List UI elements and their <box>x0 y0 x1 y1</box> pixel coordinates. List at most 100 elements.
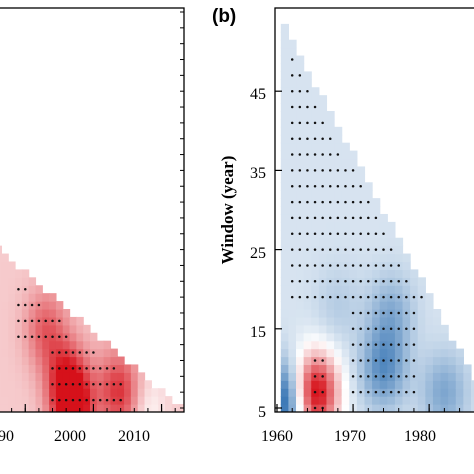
significance-dot <box>397 311 400 315</box>
heatmap-cell <box>280 71 290 80</box>
heatmap-cell <box>318 190 328 199</box>
heatmap-cell <box>364 301 373 310</box>
panel-b-y-tick-label: 15 <box>250 324 266 341</box>
heatmap-cell <box>417 332 426 342</box>
significance-dot <box>374 232 378 236</box>
heatmap-cell <box>402 316 411 326</box>
heatmap-cell <box>288 206 297 215</box>
heatmap-cell <box>288 324 297 334</box>
significance-dot <box>329 153 332 156</box>
heatmap-cell <box>387 285 396 294</box>
panel-a-x-tick-label: 2000 <box>54 428 86 445</box>
significance-dot <box>336 280 340 283</box>
heatmap-cell <box>124 404 132 412</box>
significance-dot <box>321 200 324 204</box>
significance-dot <box>290 200 294 204</box>
heatmap-cell <box>280 150 290 160</box>
panel-a-x-tick-label: 2010 <box>118 428 150 445</box>
significance-dot <box>290 264 294 267</box>
significance-dot <box>382 375 385 378</box>
heatmap-cell <box>35 388 43 397</box>
heatmap-cell <box>470 404 474 412</box>
significance-dot <box>321 248 324 251</box>
heatmap-cell <box>334 158 343 168</box>
heatmap-cell <box>15 356 23 366</box>
heatmap-cell <box>83 404 91 412</box>
heatmap-cell <box>1 364 9 373</box>
heatmap-cell <box>402 269 411 278</box>
heatmap-cell <box>21 277 30 286</box>
heatmap-cell <box>1 309 9 318</box>
heatmap-cell <box>280 309 290 318</box>
heatmap-cell <box>364 348 373 358</box>
heatmap-cell <box>410 396 419 405</box>
heatmap-cell <box>15 380 23 389</box>
significance-dot <box>24 335 27 338</box>
heatmap-cell <box>124 380 132 389</box>
heatmap-cell <box>341 285 350 294</box>
heatmap-cell <box>21 380 30 389</box>
heatmap-cell <box>42 348 50 358</box>
heatmap-cell <box>326 388 335 397</box>
heatmap-cell <box>1 285 9 294</box>
heatmap-cell <box>318 332 328 342</box>
significance-dot <box>112 382 116 386</box>
heatmap-cell <box>15 348 23 358</box>
significance-dot <box>298 200 302 204</box>
heatmap-cell <box>379 316 388 326</box>
significance-dot <box>374 390 378 394</box>
heatmap-cell <box>402 261 411 270</box>
heatmap-cell <box>1 332 9 342</box>
significance-dot <box>359 311 362 315</box>
significance-dot <box>329 232 332 236</box>
heatmap-cell <box>15 340 23 350</box>
heatmap-cell <box>103 348 112 358</box>
heatmap-cell <box>280 356 290 366</box>
heatmap-cell <box>326 158 335 168</box>
heatmap-cell <box>296 111 305 120</box>
heatmap-cell <box>402 404 411 412</box>
heatmap-cell <box>288 158 297 168</box>
heatmap-cell <box>296 221 305 231</box>
significance-dot <box>412 359 416 362</box>
heatmap-cell <box>69 356 77 366</box>
significance-dot <box>298 280 302 283</box>
significance-dot <box>58 382 61 386</box>
heatmap-cell <box>62 309 71 318</box>
significance-dot <box>64 398 68 402</box>
heatmap-cell <box>372 301 381 310</box>
heatmap-cell <box>296 285 305 294</box>
heatmap-cell <box>356 301 366 310</box>
significance-dot <box>290 232 294 236</box>
heatmap-cell <box>387 380 396 389</box>
significance-dot <box>389 248 393 251</box>
heatmap-cell <box>387 269 396 278</box>
heatmap-cell <box>8 309 16 318</box>
heatmap-cell <box>288 190 297 199</box>
significance-dot <box>389 343 393 346</box>
significance-dot <box>78 398 82 402</box>
significance-dot <box>51 335 54 338</box>
heatmap-cell <box>303 142 312 152</box>
heatmap-cell <box>448 372 457 381</box>
heatmap-cell <box>356 348 366 358</box>
significance-dot <box>367 200 370 204</box>
heatmap-cell <box>425 364 434 373</box>
significance-dot <box>351 390 355 394</box>
heatmap-cell <box>341 372 350 381</box>
heatmap-cell <box>318 237 328 247</box>
heatmap-cell <box>448 396 457 405</box>
heatmap-cell <box>83 372 91 381</box>
heatmap-cell <box>356 396 366 405</box>
heatmap-cell <box>55 356 64 366</box>
heatmap-cell <box>417 348 426 358</box>
heatmap-cell <box>280 95 290 104</box>
heatmap-cell <box>417 380 426 389</box>
significance-dot <box>336 153 340 156</box>
heatmap-cell <box>311 309 320 318</box>
heatmap-cell <box>76 316 84 326</box>
significance-dot <box>329 264 332 267</box>
heatmap-cell <box>28 404 37 412</box>
heatmap-cell <box>341 190 350 199</box>
heatmap-cell <box>296 190 305 199</box>
